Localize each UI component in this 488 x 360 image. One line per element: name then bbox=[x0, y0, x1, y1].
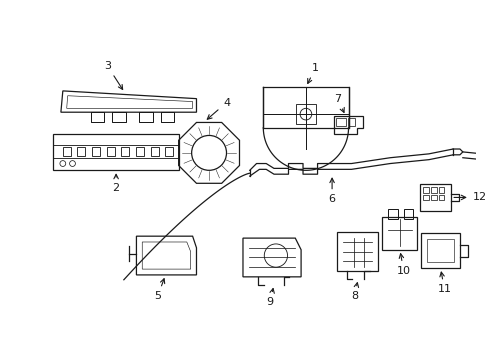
Bar bbox=[62, 147, 70, 156]
Bar bbox=[382, 217, 416, 250]
Text: 5: 5 bbox=[154, 279, 164, 301]
Bar bbox=[136, 147, 143, 156]
Text: 6: 6 bbox=[328, 178, 335, 204]
Bar bbox=[430, 194, 436, 200]
Text: 12: 12 bbox=[453, 193, 486, 202]
Text: 1: 1 bbox=[307, 63, 319, 84]
Bar bbox=[165, 147, 173, 156]
Bar bbox=[403, 209, 412, 219]
Bar bbox=[296, 104, 315, 124]
Text: 3: 3 bbox=[103, 61, 122, 89]
Bar bbox=[335, 118, 345, 126]
Text: 10: 10 bbox=[396, 254, 410, 276]
Bar bbox=[106, 147, 114, 156]
Text: 2: 2 bbox=[112, 174, 120, 193]
Bar bbox=[419, 184, 450, 211]
Bar bbox=[347, 118, 355, 126]
Text: 8: 8 bbox=[350, 283, 358, 301]
Bar bbox=[422, 194, 428, 200]
Text: 7: 7 bbox=[334, 94, 344, 112]
Bar bbox=[430, 187, 436, 193]
Bar bbox=[387, 209, 397, 219]
Text: 4: 4 bbox=[207, 98, 230, 119]
Bar bbox=[92, 147, 100, 156]
Bar bbox=[438, 194, 444, 200]
Bar bbox=[422, 187, 428, 193]
Bar bbox=[53, 134, 179, 170]
Bar bbox=[438, 187, 444, 193]
Bar bbox=[150, 147, 158, 156]
Bar bbox=[121, 147, 129, 156]
Bar bbox=[77, 147, 85, 156]
Text: 11: 11 bbox=[437, 272, 450, 294]
Text: 9: 9 bbox=[266, 288, 274, 307]
